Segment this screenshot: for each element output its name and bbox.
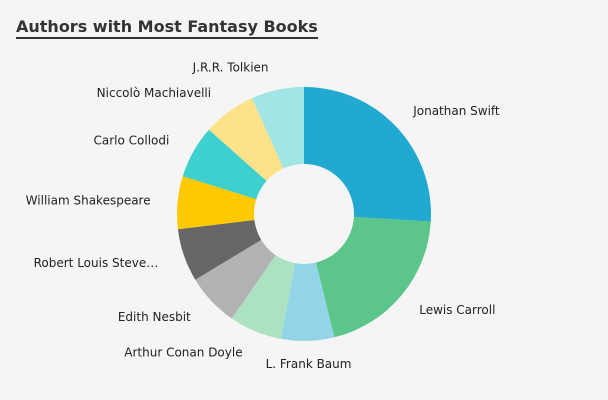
slice-jonathan-swift[interactable]: [304, 87, 431, 222]
slice-niccol-machiavelli[interactable]: [208, 98, 284, 181]
slice-lewis-carroll[interactable]: [315, 217, 431, 338]
slice-label-edith-nesbit: Edith Nesbit: [118, 310, 191, 324]
chart-title: Authors with Most Fantasy Books: [16, 17, 318, 39]
slice-william-shakespeare[interactable]: [177, 176, 257, 230]
slice-label-robert-louis-steve: Robert Louis Steve…: [34, 256, 159, 270]
slice-edith-nesbit[interactable]: [195, 239, 276, 319]
slice-l-frank-baum[interactable]: [281, 262, 335, 341]
slice-carlo-collodi[interactable]: [182, 129, 267, 200]
slice-label-lewis-carroll: Lewis Carroll: [419, 303, 495, 317]
slice-j-r-r-tolkien[interactable]: [251, 87, 304, 169]
slice-label-arthur-conan-doyle: Arthur Conan Doyle: [124, 346, 242, 360]
slice-label-william-shakespeare: William Shakespeare: [26, 193, 151, 207]
slice-label-l-frank-baum: L. Frank Baum: [266, 357, 352, 371]
slice-label-j-r-r-tolkien: J.R.R. Tolkien: [192, 60, 269, 74]
slice-robert-louis-steve[interactable]: [177, 220, 262, 280]
slice-arthur-conan-doyle[interactable]: [231, 255, 295, 339]
slice-label-niccol-machiavelli: Niccolò Machiavelli: [97, 86, 211, 100]
slice-label-carlo-collodi: Carlo Collodi: [94, 133, 170, 147]
slice-label-jonathan-swift: Jonathan Swift: [412, 104, 500, 118]
